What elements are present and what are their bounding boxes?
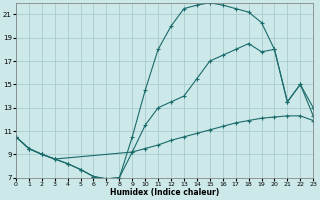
X-axis label: Humidex (Indice chaleur): Humidex (Indice chaleur) [110,188,219,197]
